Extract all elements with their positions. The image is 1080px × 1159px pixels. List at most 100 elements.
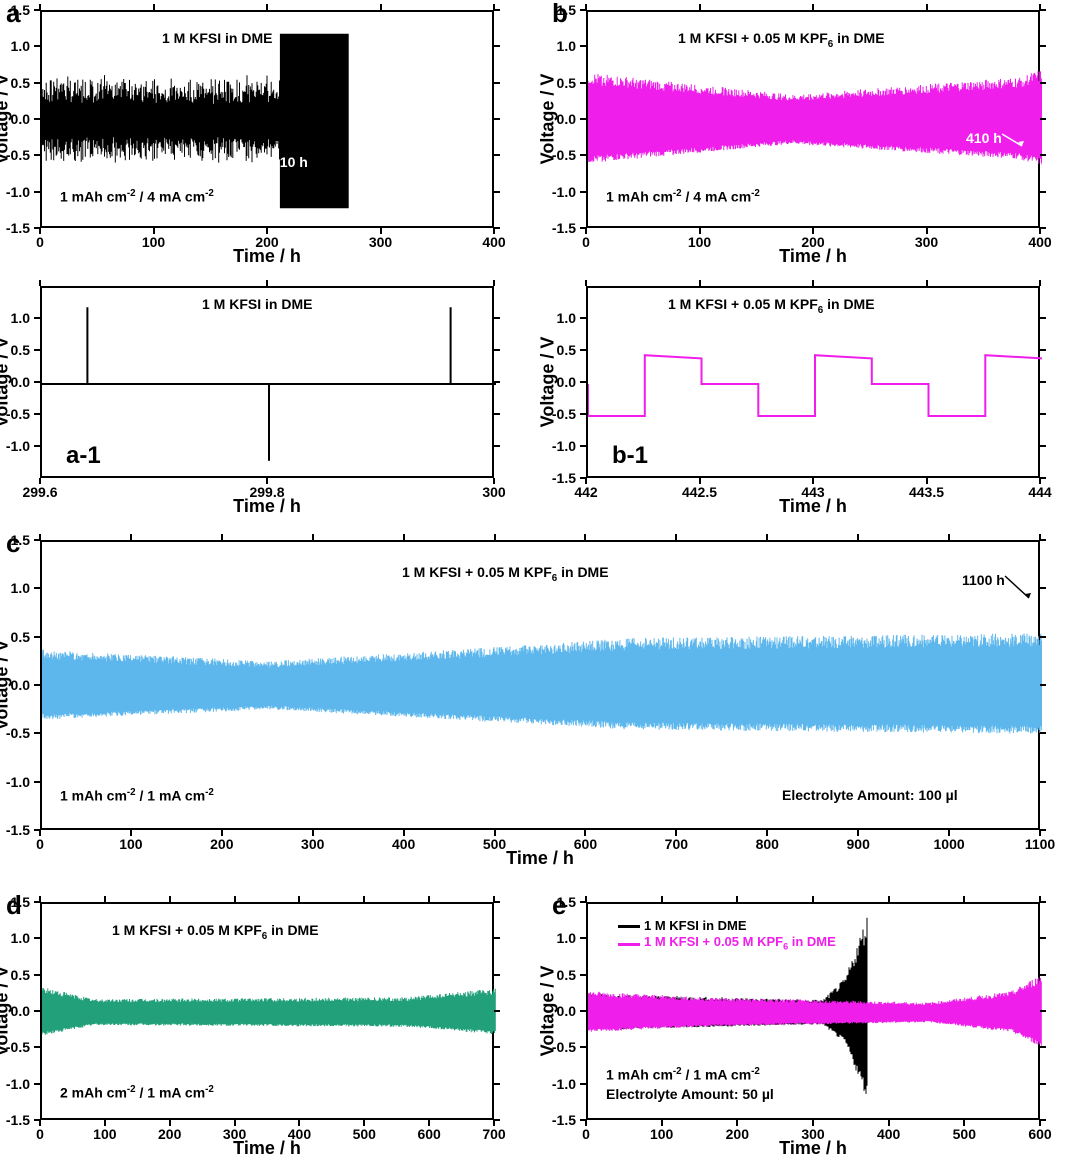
ytick (34, 445, 40, 447)
ytick-label: 0.5 (557, 342, 576, 358)
ytick (494, 227, 500, 229)
xtick (888, 896, 890, 902)
xtick-label: 100 (688, 234, 711, 250)
ytick (494, 45, 500, 47)
xtick-label: 200 (801, 234, 824, 250)
ytick (1040, 732, 1046, 734)
ytick (34, 829, 40, 831)
ytick (494, 1119, 500, 1121)
ytick-label: -1.0 (552, 438, 576, 454)
ytick-label: 0.0 (557, 111, 576, 127)
xtick (585, 280, 587, 286)
ytick (580, 1083, 586, 1085)
ytick-label: 0.5 (11, 342, 30, 358)
ytick (34, 45, 40, 47)
axes-a: 1 M KFSI in DME210 h1 mAh cm-2 / 4 mA cm… (40, 10, 494, 228)
xtick (1039, 280, 1041, 286)
ytick (494, 349, 500, 351)
ytick (1040, 587, 1046, 589)
ytick (580, 1119, 586, 1121)
xtick (493, 280, 495, 286)
ytick-label: 1.5 (557, 2, 576, 18)
ytick-label: -0.5 (552, 1039, 576, 1055)
ytick-label: 0.0 (11, 374, 30, 390)
ytick-label: 1.0 (557, 310, 576, 326)
legend-label: 1 M KFSI in DME (644, 918, 747, 934)
ytick (580, 9, 586, 11)
xtick (380, 4, 382, 10)
ytick (580, 937, 586, 939)
ytick-label: 1.0 (11, 580, 30, 596)
ytick (34, 191, 40, 193)
ytick (580, 317, 586, 319)
ytick-label: -1.0 (6, 1076, 30, 1092)
ytick-label: -0.5 (6, 1039, 30, 1055)
ytick (1040, 191, 1046, 193)
xtick-label: 100 (93, 1126, 116, 1142)
ytick (34, 636, 40, 638)
ytick (34, 732, 40, 734)
ytick-label: -1.0 (6, 438, 30, 454)
ytick (580, 445, 586, 447)
ytick (34, 684, 40, 686)
annotation: 210 h (272, 154, 308, 170)
ytick (34, 1119, 40, 1121)
xtick-label: 300 (301, 836, 324, 852)
ytick (494, 82, 500, 84)
xtick-label: 1100 (1025, 836, 1055, 852)
ytick-label: 0.0 (557, 1003, 576, 1019)
ytick (1040, 317, 1046, 319)
annotation: 1 mAh cm-2 / 4 mA cm-2 (60, 188, 214, 205)
ytick (494, 191, 500, 193)
annotation: 1 mAh cm-2 / 1 mA cm-2 (60, 787, 214, 804)
ytick-label: 0.5 (11, 75, 30, 91)
ytick (1040, 349, 1046, 351)
xtick-label: 1000 (934, 836, 965, 852)
ytick-label: -0.5 (552, 406, 576, 422)
xtick (766, 534, 768, 540)
xtick-label: 200 (158, 1126, 181, 1142)
xtick (812, 280, 814, 286)
ytick-label: 1.5 (11, 532, 30, 548)
xtick-label: 200 (726, 1126, 749, 1142)
ytick-label: -1.5 (6, 1112, 30, 1128)
xtick-label: 444 (1028, 484, 1051, 500)
xtick-label: 300 (482, 484, 505, 500)
legend-swatch (618, 925, 640, 928)
annotation: 1 M KFSI + 0.05 M KPF6 in DME (668, 296, 875, 316)
xtick-label: 100 (119, 836, 142, 852)
xtick (736, 896, 738, 902)
xtick-label: 400 (877, 1126, 900, 1142)
xtick (221, 534, 223, 540)
xtick (699, 4, 701, 10)
xtick-label: 300 (915, 234, 938, 250)
ytick-label: 1.0 (11, 38, 30, 54)
xtick-label: 400 (1028, 234, 1051, 250)
xtick (428, 896, 430, 902)
ytick-label: 1.5 (11, 2, 30, 18)
ytick (494, 1083, 500, 1085)
ytick (494, 9, 500, 11)
xtick-label: 442 (574, 484, 597, 500)
xtick-label: 300 (223, 1126, 246, 1142)
ytick (494, 317, 500, 319)
ytick (494, 381, 500, 383)
xtick (494, 534, 496, 540)
ytick-label: 0.0 (11, 111, 30, 127)
xlabel-c: Time / h (506, 848, 574, 869)
ytick (1040, 413, 1046, 415)
ytick (1040, 636, 1046, 638)
ytick-label: 0.0 (557, 374, 576, 390)
ytick (1040, 1083, 1046, 1085)
ytick-label: 0.5 (557, 75, 576, 91)
ytick (494, 974, 500, 976)
xtick-label: 300 (801, 1126, 824, 1142)
axes-b: 1 M KFSI + 0.05 M KPF6 in DME410 h1 mAh … (586, 10, 1040, 228)
ytick (580, 45, 586, 47)
ytick-label: 0.5 (557, 967, 576, 983)
ytick-label: -0.5 (552, 147, 576, 163)
ytick (1040, 9, 1046, 11)
xtick-label: 299.6 (22, 484, 57, 500)
ytick (494, 118, 500, 120)
xtick-label: 400 (392, 836, 415, 852)
